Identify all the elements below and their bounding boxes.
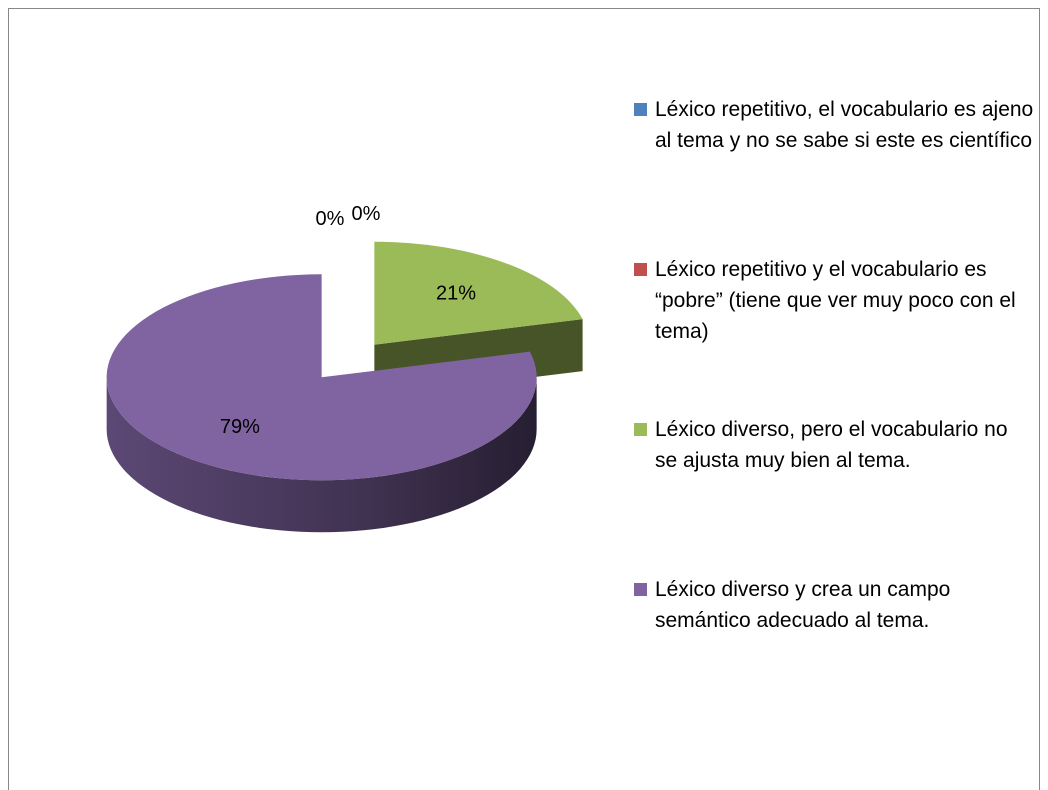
legend-swatch bbox=[634, 263, 647, 276]
legend: Léxico repetitivo, el vocabulario es aje… bbox=[634, 94, 1034, 734]
legend-entry: Léxico diverso y crea un campo semántico… bbox=[634, 574, 1034, 734]
legend-entry: Léxico diverso, pero el vocabulario no s… bbox=[634, 414, 1034, 574]
legend-swatch bbox=[634, 423, 647, 436]
slice-top bbox=[374, 241, 583, 345]
data-label: 0% bbox=[316, 208, 345, 230]
legend-label: Léxico diverso y crea un campo semántico… bbox=[655, 578, 951, 632]
legend-swatch bbox=[634, 583, 647, 596]
slice-top bbox=[106, 274, 537, 481]
legend-swatch bbox=[634, 103, 647, 116]
legend-label: Léxico repetitivo, el vocabulario es aje… bbox=[655, 98, 1034, 152]
data-label: 79% bbox=[220, 416, 260, 438]
legend-label: Léxico repetitivo y el vocabulario es “p… bbox=[655, 258, 1016, 343]
slice bbox=[106, 274, 537, 533]
legend-entry: Léxico repetitivo y el vocabulario es “p… bbox=[634, 254, 1034, 414]
legend-entry: Léxico repetitivo, el vocabulario es aje… bbox=[634, 94, 1034, 254]
legend-label: Léxico diverso, pero el vocabulario no s… bbox=[655, 418, 1008, 472]
data-label: 21% bbox=[436, 283, 476, 305]
data-label: 0% bbox=[352, 203, 381, 225]
slice-wall bbox=[106, 377, 537, 533]
